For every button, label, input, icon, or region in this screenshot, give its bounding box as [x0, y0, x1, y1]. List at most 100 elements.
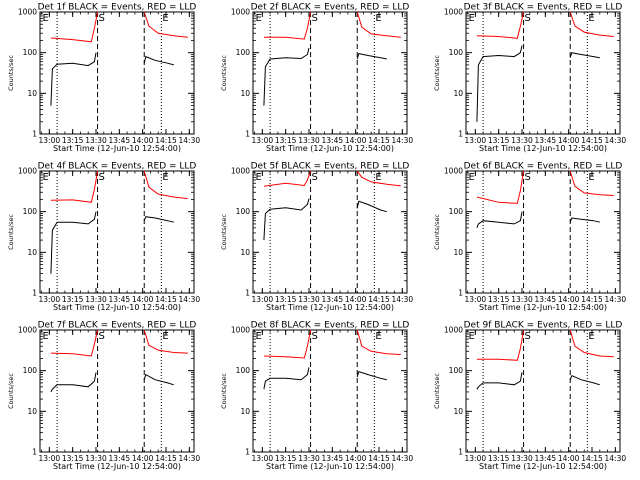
series-line-segment-1: [263, 47, 310, 106]
plot-frame: [39, 170, 195, 294]
marker-label: E: [375, 13, 381, 24]
series-line-segment-1: [50, 372, 97, 393]
x-tick-label: 13:30: [298, 454, 320, 463]
marker-label: S: [312, 331, 318, 342]
series-line-segment-1: [476, 372, 523, 390]
marker-label: S: [99, 172, 105, 183]
y-axis-label: Counts/sec: [7, 373, 15, 409]
chart-panel-3: Det 3f BLACK = Events, RED = LLD Counts/s…: [433, 3, 626, 154]
x-tick-label: 14:15: [155, 136, 177, 145]
series-line-segment-2: [143, 216, 174, 223]
marker-label: S: [99, 331, 105, 342]
chart-panel-8: Det 8f BLACK = Events, RED = LLD Counts/s…: [220, 321, 413, 472]
series-line-segment-2: [569, 11, 614, 37]
x-tick-label: 13:15: [488, 136, 510, 145]
chart-title: Det 8f BLACK = Events, RED = LLD: [251, 321, 410, 331]
y-tick-label: 100: [236, 366, 251, 375]
x-tick-label: 13:45: [109, 136, 131, 145]
y-tick-label: 1: [245, 448, 250, 457]
series-lld-red: [50, 170, 188, 203]
y-tick-label: 10: [453, 248, 463, 257]
x-axis-label: Start Time (12-Jun-10 12:54:00): [266, 144, 394, 153]
marker-label: E: [43, 172, 49, 183]
series-events-black: [50, 372, 174, 393]
marker-label: E: [43, 331, 49, 342]
x-axis-label: Start Time (12-Jun-10 12:54:00): [479, 462, 607, 471]
x-tick-label: 13:30: [85, 454, 107, 463]
x-tick-label: 14:30: [605, 295, 627, 304]
x-tick-label: 13:00: [39, 454, 61, 463]
y-tick-label: 1: [32, 448, 37, 457]
y-tick-label: 1000: [18, 8, 37, 17]
x-tick-label: 13:15: [62, 454, 84, 463]
y-tick-label: 1000: [231, 326, 250, 335]
series-line-segment-1: [476, 11, 525, 39]
x-tick-label: 13:30: [298, 295, 320, 304]
series-line-segment-1: [263, 367, 310, 390]
x-tick-label: 13:15: [62, 136, 84, 145]
y-axis-label: Counts/sec: [433, 55, 441, 91]
marker-label: E: [256, 13, 262, 24]
x-axis-label: Start Time (12-Jun-10 12:54:00): [53, 144, 181, 153]
marker-label: S: [312, 172, 318, 183]
x-tick-label: 14:15: [581, 454, 603, 463]
x-tick-label: 14:15: [581, 136, 603, 145]
marker-label: E: [588, 331, 594, 342]
x-tick-label: 14:15: [155, 454, 177, 463]
chart-title: Det 3f BLACK = Events, RED = LLD: [464, 3, 623, 13]
y-tick-label: 1000: [18, 326, 37, 335]
x-tick-label: 13:00: [465, 454, 487, 463]
x-tick-label: 14:30: [605, 454, 627, 463]
chart-title: Det 9f BLACK = Events, RED = LLD: [464, 321, 623, 331]
series-line-segment-2: [569, 375, 600, 386]
x-tick-label: 13:00: [252, 295, 274, 304]
x-tick-label: 13:30: [85, 136, 107, 145]
x-tick-label: 13:15: [488, 295, 510, 304]
chart-panel-4: Det 4f BLACK = Events, RED = LLD Counts/s…: [7, 162, 200, 313]
y-tick-label: 100: [23, 366, 38, 375]
x-tick-label: 13:45: [322, 295, 344, 304]
y-tick-label: 1000: [231, 167, 250, 176]
y-tick-label: 1000: [231, 8, 250, 17]
x-axis-label: Start Time (12-Jun-10 12:54:00): [479, 303, 607, 312]
marker-label: E: [469, 331, 475, 342]
y-tick-label: 100: [449, 207, 464, 216]
chart-title: Det 2f BLACK = Events, RED = LLD: [251, 3, 410, 13]
y-tick-label: 10: [453, 407, 463, 416]
plot-frame: [465, 329, 621, 453]
chart-panel-6: Det 6f BLACK = Events, RED = LLD Counts/s…: [433, 162, 626, 313]
marker-label: E: [162, 331, 168, 342]
x-tick-label: 14:30: [392, 454, 414, 463]
x-tick-label: 14:30: [392, 136, 414, 145]
x-tick-label: 14:00: [345, 136, 367, 145]
series-line-segment-2: [356, 329, 401, 355]
x-tick-label: 14:15: [368, 454, 390, 463]
y-tick-label: 100: [449, 48, 464, 57]
x-tick-label: 14:00: [132, 136, 154, 145]
x-tick-label: 13:30: [511, 136, 533, 145]
marker-label: E: [469, 172, 475, 183]
chart-panel-2: Det 2f BLACK = Events, RED = LLD Counts/s…: [220, 3, 413, 154]
y-tick-label: 10: [453, 89, 463, 98]
x-tick-label: 13:45: [109, 454, 131, 463]
plot-frame: [465, 170, 621, 294]
x-tick-label: 13:00: [465, 136, 487, 145]
chart-panel-7: Det 7f BLACK = Events, RED = LLD Counts/s…: [7, 321, 200, 472]
series-line-segment-1: [476, 45, 523, 122]
series-line-segment-1: [50, 211, 97, 274]
series-line-segment-2: [143, 55, 174, 66]
x-tick-label: 14:00: [132, 454, 154, 463]
series-lld-red: [476, 329, 614, 361]
series-line-segment-2: [143, 373, 174, 386]
chart-panel-1: Det 1f BLACK = Events, RED = LLD Counts/s…: [7, 3, 200, 154]
marker-label: E: [256, 172, 262, 183]
x-tick-label: 14:00: [558, 454, 580, 463]
series-lld-red: [263, 329, 401, 359]
x-tick-label: 13:15: [275, 295, 297, 304]
marker-label: E: [588, 13, 594, 24]
series-events-black: [263, 47, 387, 106]
x-axis-label: Start Time (12-Jun-10 12:54:00): [479, 144, 607, 153]
y-tick-label: 1: [245, 289, 250, 298]
y-axis-label: Counts/sec: [7, 214, 15, 250]
marker-label: E: [375, 172, 381, 183]
